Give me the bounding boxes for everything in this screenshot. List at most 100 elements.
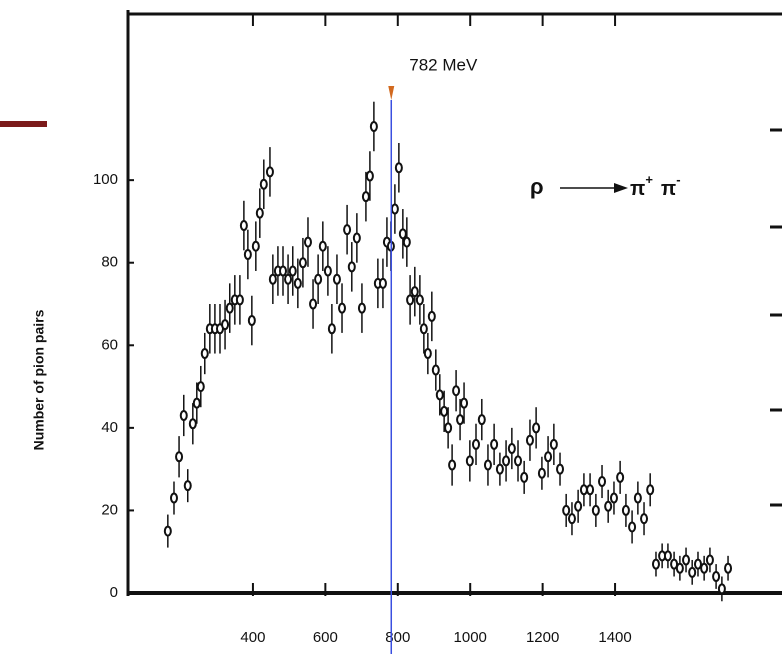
data-point [163,525,172,537]
data-point [406,294,415,306]
data-point [352,232,361,244]
data-point [628,521,637,533]
data-point [398,228,407,240]
data-point [188,418,197,430]
data-point [633,492,642,504]
x-tick-label: 1200 [526,629,559,646]
data-point [591,504,600,516]
data-point [502,455,511,467]
data-point [688,566,697,578]
data-point [532,422,541,434]
x-tick-label: 600 [313,629,338,646]
data-point [423,348,432,360]
data-point [265,166,274,178]
data-point [477,414,486,426]
marker-label: 782 MeV [409,55,478,74]
data-point [415,294,424,306]
data-point [574,500,583,512]
data-point [525,434,534,446]
data-point [196,381,205,393]
data-point [239,220,248,232]
product-symbol: π [661,178,676,200]
data-point [616,471,625,483]
data-point [243,248,252,260]
data-point [460,397,469,409]
data-point [303,236,312,248]
data-point [712,570,721,582]
data-point [640,513,649,525]
data-point [293,277,302,289]
data-point [338,302,347,314]
data-point [247,315,256,327]
data-point [259,178,268,190]
data-point [361,191,370,203]
data-point [651,558,660,570]
product-charge: + [645,172,653,187]
data-point [284,273,293,285]
data-point [327,323,336,335]
data-point [663,550,672,562]
data-point [298,257,307,269]
data-point [278,265,287,277]
data-point [192,397,201,409]
data-point [556,463,565,475]
data-point [323,265,332,277]
data-point [431,364,440,376]
data-point [369,120,378,132]
data-point [394,162,403,174]
data-point [435,389,444,401]
data-point [444,422,453,434]
data-point [537,467,546,479]
data-point [490,438,499,450]
data-point [724,562,733,574]
product-symbol: π [630,178,645,200]
data-point [255,207,264,219]
data-point [495,463,504,475]
data-point [410,286,419,298]
data-point [544,451,553,463]
data-point [357,302,366,314]
data-point [200,348,209,360]
x-tick-label: 400 [240,629,265,646]
reaction-arrowhead [614,183,628,193]
data-point [693,558,702,570]
data-point [378,277,387,289]
data-point [309,298,318,310]
reaction: ρ π+ π- [530,172,681,200]
data-point [465,455,474,467]
reaction-particle: ρ [530,174,544,199]
data-point [332,273,341,285]
data-point [169,492,178,504]
data-point [483,459,492,471]
data-point [347,261,356,273]
x-tick-label: 1400 [598,629,631,646]
data-point [604,500,613,512]
data-point [609,492,618,504]
data-point [598,476,607,488]
y-axis-label: Number of pion pairs [31,309,47,450]
data-point [586,484,595,496]
data-point [318,240,327,252]
data-point [288,265,297,277]
data-point [670,558,679,570]
data-point [221,319,230,331]
data-point [251,240,260,252]
data-point [682,554,691,566]
data-point [365,170,374,182]
data-point [579,484,588,496]
data-point [225,302,234,314]
data-point [448,459,457,471]
data-point [717,583,726,595]
data-point [549,438,558,450]
data-point [440,405,449,417]
y-tick-label: 80 [101,254,118,271]
data-point [402,236,411,248]
data-point [175,451,184,463]
data-point [452,385,461,397]
data-point [390,203,399,215]
data-point [343,224,352,236]
product-charge: - [676,172,680,187]
data-point [183,480,192,492]
data-point [507,443,516,454]
